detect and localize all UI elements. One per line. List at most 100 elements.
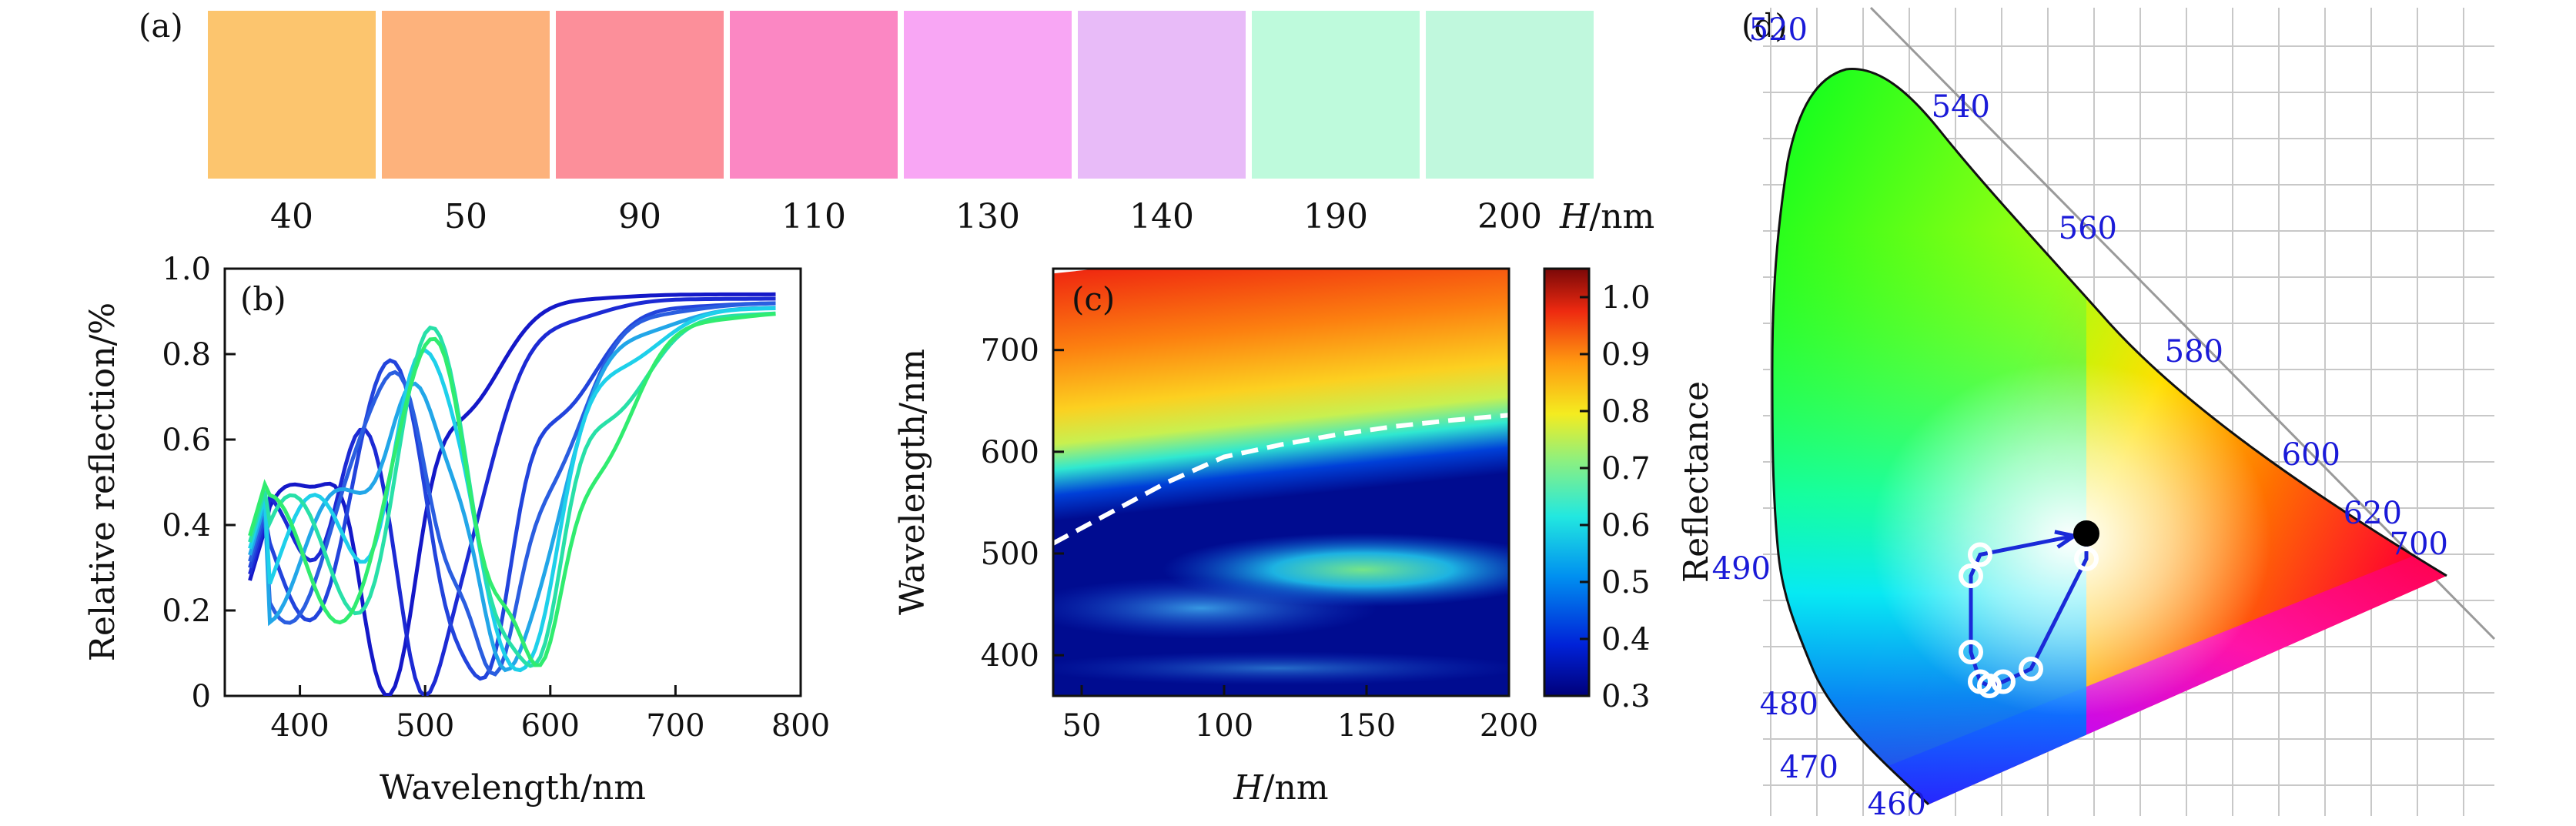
- colorbar-tick-label: 0.5: [1601, 565, 1651, 600]
- cie-sample-point: [1991, 669, 2016, 694]
- cie-sample-point: [1968, 542, 1992, 567]
- color-swatch: [1426, 11, 1594, 179]
- color-swatch: [730, 11, 898, 179]
- cie-sample-point: [2074, 547, 2099, 571]
- swatch-thickness-label: 50: [444, 197, 487, 236]
- cie-wavelength-label: 490: [1712, 551, 1771, 587]
- plot-b-ytick-label: 0.2: [162, 594, 211, 629]
- plot-c-ylabel: Wavelength/nm: [893, 349, 932, 615]
- colorbar-label: Reflectance: [1677, 381, 1716, 583]
- colorbar-tick-label: 0.3: [1601, 679, 1651, 714]
- cie-wavelength-label: 480: [1760, 687, 1818, 722]
- cie-sample-point: [1959, 640, 1983, 664]
- swatch-thickness-label: 110: [781, 197, 846, 236]
- cie-color-trajectory: [1959, 520, 2099, 698]
- colorbar-tick-label: 0.7: [1601, 451, 1651, 487]
- cie-wavelength-label: 540: [1932, 89, 1990, 125]
- cie-wavelength-label: 460: [1868, 787, 1926, 822]
- plot-b-ticks: 400 500 600 700 800 0 0.2 0.4 0.6 0.8 1.0: [162, 252, 830, 744]
- panel-c: (c) 50 100 150 200 400 500 600 700 H/nm Wavelen…: [893, 267, 1716, 808]
- colorbar-tick-label: 0.4: [1601, 622, 1651, 657]
- swatch-thickness-label: 40: [270, 197, 313, 236]
- swatch-label-row: 40 50 90 110 130 140 190 200: [270, 197, 1542, 236]
- plot-c-ytick-label: 400: [981, 638, 1039, 674]
- spectrum-line: [248, 296, 776, 696]
- plot-b-xtick-label: 700: [646, 708, 704, 744]
- plot-b-xtick-label: 600: [521, 708, 580, 744]
- swatch-thickness-label: 190: [1303, 197, 1368, 236]
- plot-c-xtick-label: 100: [1195, 708, 1253, 744]
- color-swatch: [1078, 11, 1246, 179]
- cie-sample-point: [2019, 657, 2043, 681]
- heatmap-field: [1053, 269, 1509, 696]
- plot-b-xtick-label: 400: [270, 708, 329, 744]
- panel-c-label: (c): [1072, 280, 1115, 318]
- cie-wavelength-label: 600: [2282, 437, 2340, 473]
- heatmap-mode-band-2: [1053, 577, 1378, 639]
- cie-wavelength-label: 700: [2390, 527, 2448, 562]
- panel-a-label: (a): [139, 7, 183, 45]
- cie-sample-point: [1959, 563, 1983, 588]
- plot-c-ytick-label: 600: [981, 435, 1039, 470]
- color-swatch: [556, 11, 724, 179]
- plot-c-xlabel-italic: H: [1233, 768, 1264, 808]
- cie-sample-point: [1968, 669, 1992, 694]
- heatmap-dashed-line: [1052, 413, 1510, 546]
- plot-b-ytick-label: 0.6: [162, 423, 211, 458]
- plot-c-xtick-label: 200: [1480, 708, 1538, 744]
- plot-b-ylabel: Relative reflection/%: [83, 303, 122, 661]
- swatch-thickness-label: 130: [955, 197, 1020, 236]
- cie-gamut: [1772, 69, 2447, 804]
- panel-d-label: (d): [1741, 7, 1788, 45]
- plot-b-ytick-label: 1.0: [162, 252, 211, 287]
- plot-c-xtick-label: 150: [1337, 708, 1396, 744]
- panel-a: (a) 40 50 90 110 130 140 190 200 H/nm: [139, 7, 1654, 236]
- plot-b-ytick-label: 0.8: [162, 337, 211, 373]
- cie-wavelength-label: 560: [2059, 211, 2117, 246]
- spectrum-line: [248, 301, 776, 681]
- color-swatch: [382, 11, 550, 179]
- color-swatch: [208, 11, 376, 179]
- colorbar-tick-label: 1.0: [1601, 280, 1651, 316]
- spectrum-line: [248, 312, 776, 667]
- color-swatch: [1252, 11, 1420, 179]
- plot-b-ytick-label: 0: [192, 679, 211, 714]
- plot-c-xlabel-suffix: /nm: [1263, 768, 1329, 808]
- cie-diagonal-line: [1869, 6, 2496, 640]
- cie-wavelength-label: 470: [1780, 750, 1838, 785]
- swatch-thickness-label: 90: [618, 197, 661, 236]
- plot-c-ytick-label: 700: [981, 333, 1039, 369]
- swatch-thickness-label: 200: [1477, 197, 1542, 236]
- heatmap-low-band: [1053, 651, 1509, 685]
- plot-c-ticks: 50 100 150 200 400 500 600 700: [981, 333, 1539, 744]
- plot-b-frame: [223, 267, 802, 697]
- plot-b-ytick-label: 0.4: [162, 508, 211, 543]
- cie-start-point: [2073, 520, 2099, 547]
- cie-wavelength-label: 620: [2343, 496, 2402, 531]
- cie-wavelength-label: 520: [1749, 12, 1808, 48]
- swatch-row: [208, 11, 1594, 179]
- swatch-thickness-label: 140: [1129, 197, 1194, 236]
- swatch-unit-italic: H: [1559, 197, 1591, 236]
- colorbar-tick-label: 0.6: [1601, 508, 1651, 543]
- plot-c-frame: [1052, 267, 1510, 697]
- colorbar: [1543, 267, 1591, 697]
- plot-b-xtick-label: 500: [396, 708, 454, 744]
- plot-c-xlabel: H/nm: [1233, 768, 1328, 808]
- plot-c-ytick-label: 500: [981, 537, 1039, 572]
- plot-b-xtick-label: 800: [771, 708, 830, 744]
- colorbar-ticks: 0.3 0.4 0.5 0.6 0.7 0.8 0.9 1.0: [1580, 280, 1651, 714]
- color-swatch: [904, 11, 1072, 179]
- cie-locus-outline: [1771, 68, 2447, 806]
- swatch-unit-label: H/nm: [1559, 197, 1654, 236]
- spectrum-line: [248, 306, 776, 673]
- plot-b-lines: [248, 292, 776, 696]
- plot-b-xlabel: Wavelength/nm: [380, 768, 646, 808]
- swatch-unit-suffix: /nm: [1589, 197, 1654, 236]
- panel-b-label: (b): [240, 280, 286, 318]
- cie-wavelength-label: 580: [2165, 334, 2223, 370]
- panel-b: (b) 400 500 600 700 800 0 0.2 0.4 0.6 0.8 1.0 Wave…: [83, 252, 830, 808]
